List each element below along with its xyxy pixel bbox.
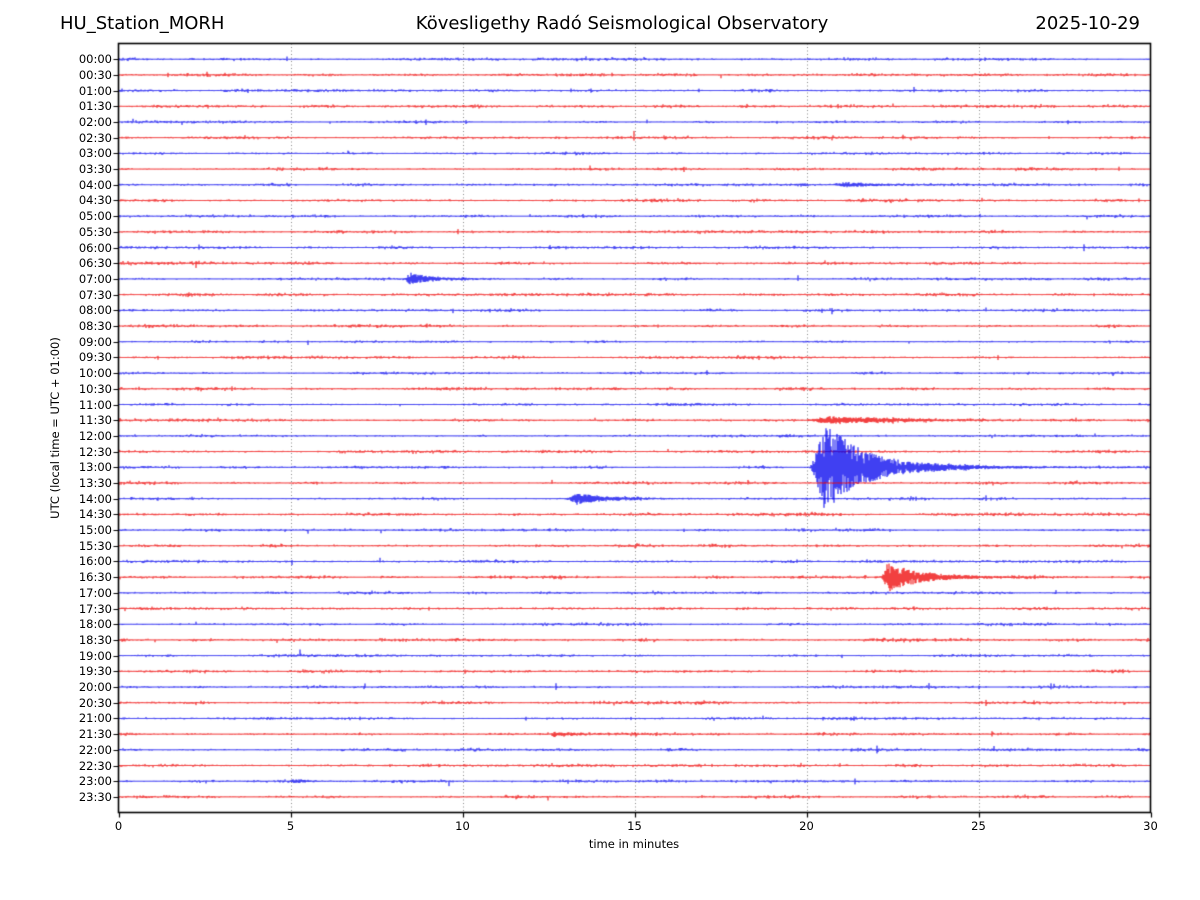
y-tick-label: 09:30 xyxy=(78,350,112,365)
y-tick-label: 13:30 xyxy=(78,475,112,490)
y-tick-label: 04:00 xyxy=(78,177,112,192)
x-tick-label: 20 xyxy=(799,819,814,833)
y-tick-label: 12:00 xyxy=(78,428,112,443)
y-tick-label: 00:30 xyxy=(78,67,112,82)
y-tick-label: 18:30 xyxy=(78,632,112,647)
y-tick-label: 05:30 xyxy=(78,224,112,239)
y-tick-label: 18:00 xyxy=(78,617,112,632)
y-tick-label: 21:30 xyxy=(78,727,112,742)
y-tick-label: 12:30 xyxy=(78,444,112,459)
y-tick-label: 01:00 xyxy=(78,83,112,98)
x-tick-label: 30 xyxy=(1143,819,1158,833)
y-tick-label: 15:30 xyxy=(78,538,112,553)
y-tick-label: 23:00 xyxy=(78,774,112,789)
y-tick-label: 03:00 xyxy=(78,146,112,161)
y-tick-label: 07:30 xyxy=(78,287,112,302)
y-tick-label: 17:30 xyxy=(78,601,112,616)
y-tick-label: 16:30 xyxy=(78,570,112,585)
y-tick-label: 09:00 xyxy=(78,334,112,349)
y-tick-label: 01:30 xyxy=(78,99,112,114)
date-title: 2025-10-29 xyxy=(1035,13,1140,34)
x-tick-label: 5 xyxy=(286,819,295,833)
y-tick-label: 20:30 xyxy=(78,695,112,710)
y-tick-label: 22:00 xyxy=(78,742,112,757)
y-tick-label: 11:30 xyxy=(78,413,112,428)
x-axis-label: time in minutes xyxy=(588,837,680,851)
y-tick-label: 00:00 xyxy=(78,52,112,67)
x-tick-label: 10 xyxy=(455,819,470,833)
y-tick-label: 08:00 xyxy=(78,303,112,318)
y-tick-label: 21:00 xyxy=(78,711,112,726)
y-tick-label: 20:00 xyxy=(78,680,112,695)
y-tick-label: 11:00 xyxy=(78,397,112,412)
y-tick-label: 19:00 xyxy=(78,648,112,663)
y-tick-label: 06:00 xyxy=(78,240,112,255)
y-tick-label: 02:00 xyxy=(78,114,112,129)
y-tick-label: 22:30 xyxy=(78,758,112,773)
y-tick-label: 02:30 xyxy=(78,130,112,145)
y-tick-label: 04:30 xyxy=(78,193,112,208)
observatory-title: Kövesligethy Radó Seismological Observat… xyxy=(415,13,829,34)
y-tick-label: 23:30 xyxy=(78,789,112,804)
y-tick-label: 14:30 xyxy=(78,507,112,522)
x-tick-label: 25 xyxy=(971,819,986,833)
y-tick-label: 19:30 xyxy=(78,664,112,679)
y-tick-label: 06:30 xyxy=(78,256,112,271)
y-tick-label: 05:00 xyxy=(78,209,112,224)
y-tick-label: 07:00 xyxy=(78,271,112,286)
y-tick-label: 14:00 xyxy=(78,491,112,506)
station-title: HU_Station_MORH xyxy=(60,13,225,34)
y-tick-label: 16:00 xyxy=(78,554,112,569)
y-tick-label: 03:30 xyxy=(78,162,112,177)
y-tick-label: 10:30 xyxy=(78,381,112,396)
x-tick-label: 0 xyxy=(114,819,123,833)
x-tick-label: 15 xyxy=(627,819,642,833)
y-tick-label: 17:00 xyxy=(78,585,112,600)
y-tick-label: 08:30 xyxy=(78,319,112,334)
y-tick-label: 10:00 xyxy=(78,366,112,381)
y-tick-label: 13:00 xyxy=(78,460,112,475)
y-tick-label: 15:00 xyxy=(78,523,112,538)
